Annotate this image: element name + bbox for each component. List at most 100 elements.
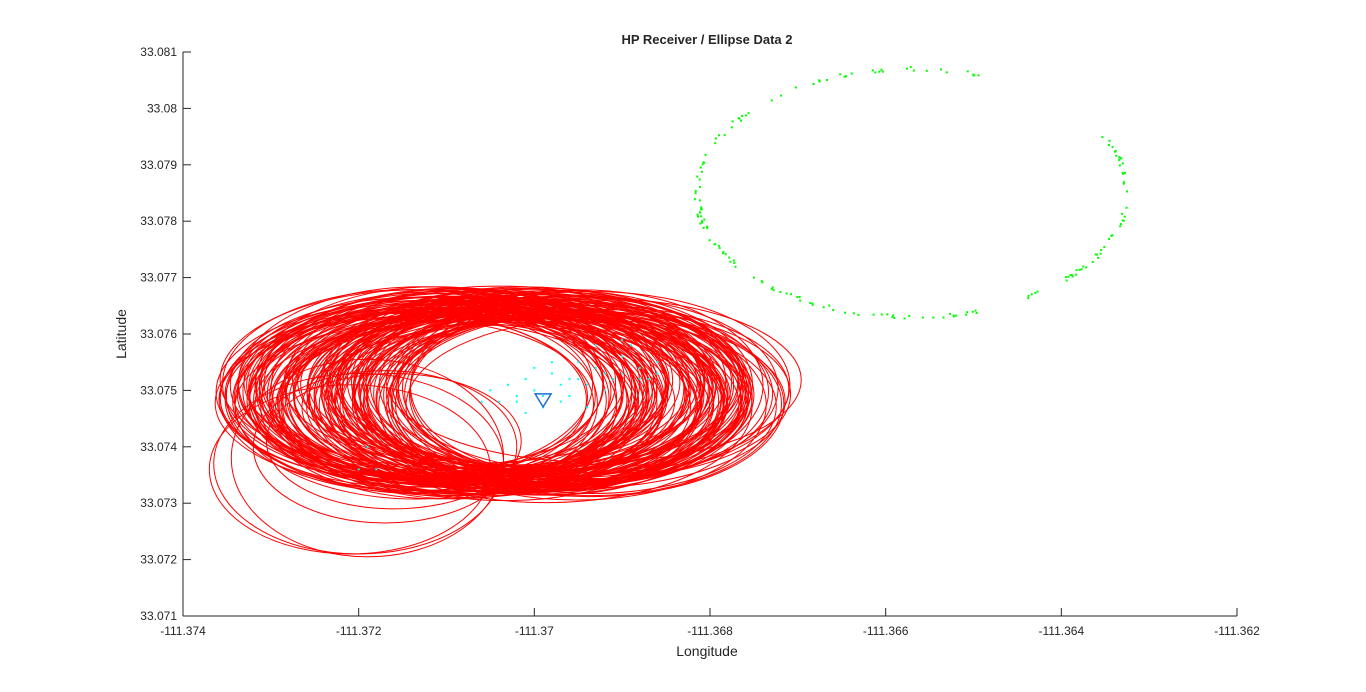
green-point [908,314,911,317]
red-ellipse [265,372,522,510]
green-point [1091,261,1094,264]
green-point [1122,182,1125,185]
green-point [955,314,958,317]
cyan-point [366,445,369,448]
green-point [702,161,705,164]
green-point [1080,268,1083,271]
green-point [761,281,764,284]
cyan-point [621,355,624,358]
cyan-point [542,395,545,398]
green-point [932,316,935,319]
green-point [722,251,725,254]
green-point [771,286,774,289]
green-point [702,226,705,229]
green-point [1123,215,1126,218]
cyan-point [375,468,378,471]
green-point [942,316,945,319]
red-ellipse [328,319,691,494]
green-point [722,252,725,255]
x-tick-label: -111.362 [1214,624,1260,638]
green-point [880,313,883,316]
green-point [872,313,875,316]
green-point [779,290,782,293]
green-point [770,99,773,102]
red-ellipse [385,297,802,463]
y-axis-label: Latitude [113,309,129,359]
green-point [880,68,883,71]
green-point [696,175,699,178]
green-point [1108,237,1111,240]
green-point [844,75,847,78]
green-point [903,317,906,320]
green-point [891,315,894,318]
green-point [1064,276,1067,279]
cyan-point [515,400,518,403]
cyan-point [568,395,571,398]
axes: -111.374 -111.372 -111.37 -111.368 -111.366 -… [140,45,1260,638]
x-tick-label: -111.364 [1039,624,1085,638]
cyan-point [568,378,571,381]
green-point [975,311,978,314]
green-point [694,189,697,192]
green-point [832,309,835,312]
green-point [1119,225,1122,228]
cyan-point [594,344,597,347]
green-point [699,166,702,169]
green-point [703,218,706,221]
green-point [700,206,703,209]
x-tick-label: -111.368 [687,624,733,638]
green-point [714,243,717,246]
y-tick-label: 33.077 [140,271,177,285]
green-point [733,261,736,264]
red-ellipse [292,285,706,474]
green-point [878,70,881,73]
y-tick-label: 33.074 [140,440,177,454]
green-point [731,120,734,123]
green-point [893,316,896,319]
green-point [741,115,744,118]
green-point [1125,206,1128,209]
red-ellipse [233,310,648,485]
green-point [1075,273,1078,276]
green-point [1027,297,1030,300]
red-ellipse [369,291,745,478]
green-point [696,215,699,218]
green-point [752,276,755,279]
green-point [977,74,980,77]
green-point [857,313,860,316]
x-tick-label: -111.374 [160,624,206,638]
green-points [693,66,1129,320]
green-point [700,208,703,211]
red-ellipse [359,309,720,493]
green-point [945,71,948,74]
green-point [966,70,969,73]
green-point [1126,190,1129,193]
green-point [818,79,821,82]
cyan-point [656,372,659,375]
green-point [730,126,733,129]
green-point [1123,171,1126,174]
receiver-marker [533,393,553,409]
green-point [798,295,801,298]
green-point [850,72,853,75]
x-tick-label: -111.37 [515,624,554,638]
cyan-point [577,378,580,381]
green-point [700,170,703,173]
green-point [925,69,928,72]
receiver-layer [533,393,553,409]
green-point [825,78,828,81]
green-point [811,303,814,306]
green-point [1069,274,1072,277]
green-point [770,287,773,290]
green-point [724,253,727,256]
cyan-point [594,366,597,369]
green-point [723,134,726,137]
green-point [1097,256,1100,259]
cyan-point [629,344,632,347]
green-point [760,280,763,283]
y-tick-label: 33.071 [140,609,177,623]
green-point [1099,252,1102,255]
cyan-point [586,383,589,386]
green-point [714,137,717,140]
